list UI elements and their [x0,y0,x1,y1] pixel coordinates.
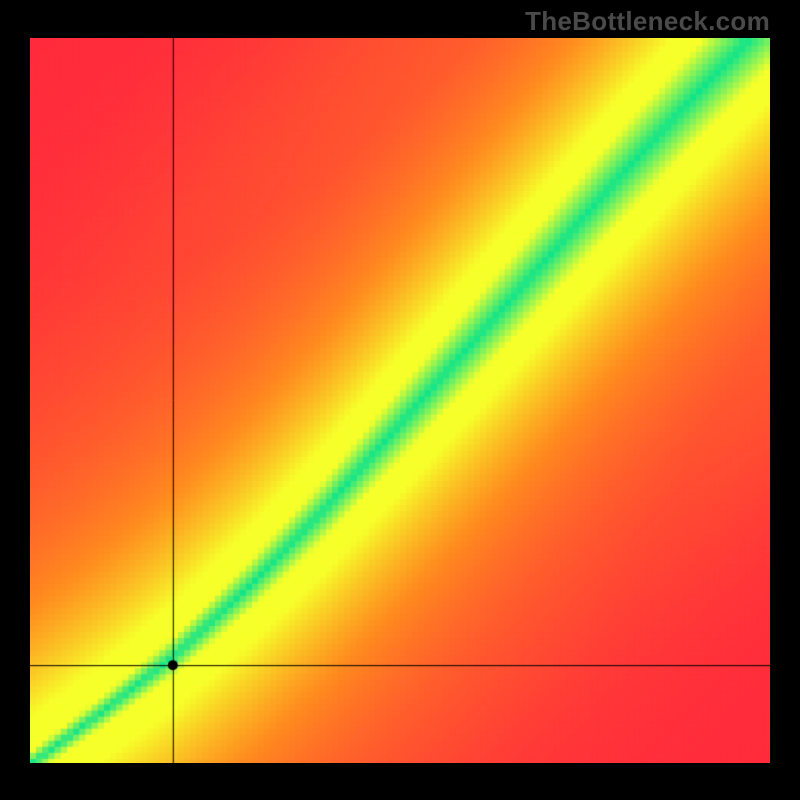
heatmap-canvas [30,38,770,763]
chart-container: TheBottleneck.com [0,0,800,800]
plot-area [30,38,770,763]
watermark-text: TheBottleneck.com [525,6,770,37]
